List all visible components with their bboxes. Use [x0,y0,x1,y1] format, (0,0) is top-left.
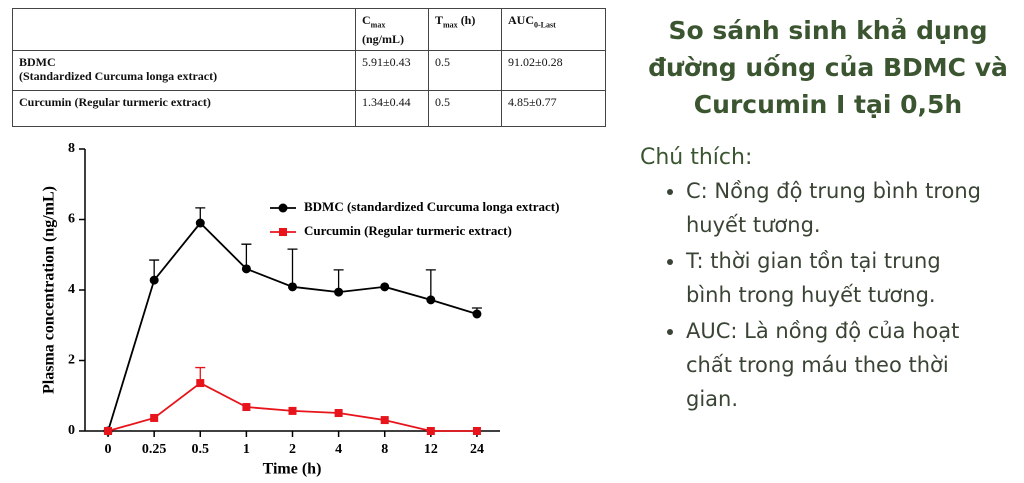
point [426,427,435,435]
legend-label: BDMC (standardized Curcuma longa extract… [304,199,559,214]
legend-marker [278,203,288,213]
x-tick-label: 2 [289,442,296,457]
cell: 91.02±0.28 [501,50,606,92]
note: C: Nồng độ trung bình trong huyết tương. [686,174,986,242]
row-label: BDMC (Standardized Curcuma longa extract) [12,50,356,92]
y-tick-label: 0 [68,423,75,438]
y-axis-label: Plasma concentration (ng/mL) [41,186,58,394]
point [288,406,297,415]
point [472,309,482,319]
point [472,427,481,435]
x-tick-label: 0.25 [142,442,167,457]
legend-label: Curcumin (Regular turmeric extract) [304,223,512,238]
x-tick-label: 12 [424,442,438,457]
row-name: BDMC [19,55,56,70]
x-tick-label: 0.5 [192,442,210,457]
note: T: thời gian tồn tại trung bình trong hu… [686,244,986,312]
point [334,409,343,418]
header-unit: (ng/mL) [362,32,404,47]
error-bar [425,269,436,300]
point [242,403,251,412]
cell: 4.85±0.77 [501,90,606,127]
data-table: Cmax (ng/mL) Tmax (h) AUC0-Last BDMC (Stan… [12,7,606,127]
point [196,379,205,388]
title-line: So sánh sinh khả dụng [668,16,988,45]
cell: 0.5 [428,50,502,92]
x-tick-label: 8 [381,442,388,457]
title-line: Curcumin I tại 0,5h [693,90,963,119]
x-tick-label: 0 [105,442,112,457]
row-note: (Standardized Curcuma longa extract) [19,69,218,84]
point [380,282,390,292]
y-tick-label: 6 [68,212,75,227]
x-tick-label: 24 [470,442,484,457]
y-tick-label: 8 [68,141,75,156]
point [150,413,159,422]
row-name: Curcumin (Regular turmeric extract) [19,95,211,110]
header-text: T [435,13,444,27]
note: AUC: Là nồng độ của hoạt chất trong máu … [686,314,986,416]
point [426,295,436,305]
header-cell [12,7,356,52]
header-sub: 0-Last [534,20,556,30]
header-cell: Tmax (h) [428,7,502,52]
point [380,416,389,425]
point [241,264,251,274]
point [104,427,113,435]
error-bar [287,248,298,287]
point [334,287,344,297]
header-sub: max [443,20,458,30]
table-row: BDMC (Standardized Curcuma longa extract)… [12,50,606,92]
x-tick-label: 1 [243,442,250,457]
chart: Time (h) Plasma concentration (ng/mL) 0 2… [41,141,560,478]
x-tick-label: 4 [335,442,342,457]
side-panel: So sánh sinh khả dụng đường uống của BDM… [632,0,1024,483]
header-cell: Cmax (ng/mL) [355,7,429,52]
point [195,218,205,228]
legend-marker [279,228,287,236]
cell: 1.34±0.44 [355,90,429,127]
cell: 0.5 [428,90,502,127]
row-label: Curcumin (Regular turmeric extract) [12,90,356,127]
title-line: đường uống của BDMC và [648,53,1008,82]
side-title: So sánh sinh khả dụng đường uống của BDM… [632,12,1024,123]
y-tick-label: 2 [68,353,75,368]
y-tick-label: 4 [68,282,75,297]
cell: 5.91±0.43 [355,50,429,92]
header-row: Cmax (ng/mL) Tmax (h) AUC0-Last [12,7,606,52]
point [149,275,159,285]
notes-list: C: Nồng độ trung bình trong huyết tương.… [632,174,986,416]
header-text: C [362,13,371,27]
notes-heading: Chú thích: [640,145,753,170]
point [288,282,297,292]
header-unit: (h) [460,13,476,27]
table-row: Curcumin (Regular turmeric extract) 1.34… [12,90,606,127]
x-axis-label: Time (h) [263,461,322,478]
header-sub: max [370,20,386,30]
header-cell: AUC0-Last [501,7,606,52]
header-text: AUC [508,13,534,27]
